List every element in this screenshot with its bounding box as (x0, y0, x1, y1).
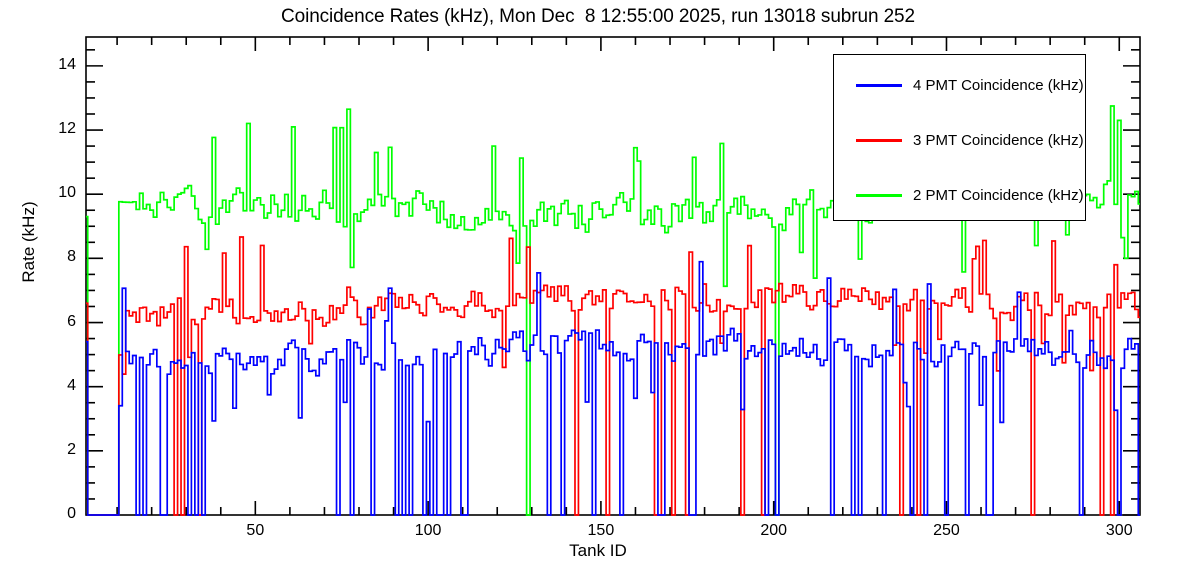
y-axis-title: Rate (kHz) (19, 201, 38, 283)
y-tick-label: 10 (58, 184, 76, 202)
y-tick-label: 2 (67, 440, 76, 458)
y-tick-label: 4 (67, 376, 76, 394)
x-axis-ticks (116, 37, 1121, 515)
series-line-4pmt (86, 260, 1140, 516)
x-tick-label: 300 (1105, 522, 1133, 539)
legend-color-swatch (856, 139, 902, 142)
x-tick-label: 200 (760, 522, 788, 539)
legend-label: 4 PMT Coincidence (kHz) (913, 77, 1084, 94)
x-tick-label: 150 (587, 522, 615, 539)
legend-label: 2 PMT Coincidence (kHz) (913, 187, 1084, 204)
y-tick-label: 0 (67, 505, 76, 522)
y-tick-label: 14 (58, 55, 76, 73)
x-tick-label: 50 (246, 522, 265, 539)
x-tick-label: 100 (414, 522, 442, 539)
axis-frame (85, 36, 1141, 516)
y-tick-label: 12 (58, 120, 76, 138)
series-line-3pmt (86, 236, 1140, 516)
legend-entry-2pmt[interactable]: 2 PMT Coincidence (kHz) (856, 187, 1084, 204)
page-title: Coincidence Rates (kHz), Mon Dec 8 12:55… (280, 6, 915, 27)
legend-entry-4pmt[interactable]: 4 PMT Coincidence (kHz) (856, 77, 1084, 94)
y-axis-ticks (86, 49, 1140, 516)
legend-color-swatch (856, 194, 902, 197)
legend: 4 PMT Coincidence (kHz) 3 PMT Coincidence… (833, 54, 1086, 221)
legend-label: 3 PMT Coincidence (kHz) (913, 132, 1084, 149)
y-tick-label: 8 (67, 248, 76, 266)
legend-color-swatch (856, 84, 902, 87)
x-tick-label: 250 (933, 522, 960, 539)
x-axis-title: Tank ID (569, 541, 627, 560)
legend-entry-3pmt[interactable]: 3 PMT Coincidence (kHz) (856, 132, 1084, 149)
y-tick-label: 6 (67, 312, 76, 330)
